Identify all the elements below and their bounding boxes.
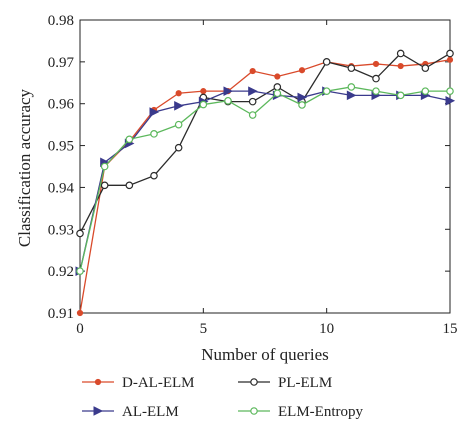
y-tick-label: 0.91 [48,306,74,322]
series-layer [75,49,456,317]
legend-item-pl-elm: PL-ELM [238,375,332,391]
data-point-al-elm [223,86,234,96]
legend-item-elm-entropy: ELM-Entropy [238,404,363,420]
data-point-pl-elm [150,171,158,180]
data-point-d-al-elm [249,67,256,75]
y-tick-label: 0.97 [48,55,75,71]
legend-item-d-al-elm: D-AL-ELM [82,375,194,391]
data-point-al-elm [346,90,357,101]
legend-item-al-elm: AL-ELM [82,404,179,420]
data-point-elm-entropy [76,267,84,275]
data-point-al-elm [445,95,456,106]
plot-frame [79,19,451,314]
data-point-pl-elm [347,64,356,72]
data-point-d-al-elm [274,73,281,80]
y-tick-label: 0.93 [48,222,74,238]
data-point-elm-entropy [150,130,158,138]
data-point-elm-entropy [372,87,380,95]
data-point-pl-elm [421,64,430,72]
data-point-pl-elm [125,181,134,190]
data-point-d-al-elm [175,90,182,97]
data-point-d-al-elm [298,67,306,74]
data-point-elm-entropy [322,87,331,95]
data-point-pl-elm [76,229,84,238]
data-point-d-al-elm [446,56,454,63]
data-point-elm-entropy [273,89,282,98]
x-tick-label: 10 [319,321,334,337]
data-point-pl-elm [273,83,282,91]
y-tick-label: 0.98 [48,13,74,29]
data-point-al-elm [248,86,258,96]
data-point-elm-entropy [199,100,208,109]
data-point-pl-elm [396,49,405,58]
data-point-al-elm [149,107,160,117]
series-line-elm-entropy [79,86,450,272]
x-axis-label: Number of queries [201,345,328,364]
data-point-elm-entropy [298,101,306,109]
x-tick-label: 15 [443,321,458,337]
data-point-pl-elm [372,74,380,83]
data-point-pl-elm [322,58,331,66]
legend-marker [94,378,102,386]
data-point-al-elm [297,92,308,103]
plot-area-frame [79,19,451,314]
data-point-elm-entropy [446,87,454,95]
data-point-pl-elm [100,181,109,190]
series-elm-entropy [76,83,454,275]
y-axis-label: Classification accuracy [15,88,34,247]
y-tick-label: 0.95 [48,139,74,155]
data-point-elm-entropy [174,120,183,129]
y-axis-ticks: 0.91 0.92 0.93 0.94 0.95 0.96 0.97 0.98 [48,13,450,322]
data-point-pl-elm [174,143,183,152]
series-line-d-al-elm [79,59,451,314]
data-point-elm-entropy [224,96,232,105]
data-point-elm-entropy [347,83,356,91]
y-tick-label: 0.94 [48,180,75,196]
data-point-al-elm [174,100,184,111]
data-point-elm-entropy [100,162,109,171]
series-line-pl-elm [79,52,451,234]
series-al-elm [75,86,456,276]
legend-label: ELM-Entropy [278,404,363,420]
legend-marker [250,378,258,386]
series-line-al-elm [79,90,451,272]
legend-label: D-AL-ELM [122,375,194,391]
x-tick-label: 0 [76,321,84,337]
x-axis-ticks: 0 5 10 15 [76,20,458,337]
data-point-elm-entropy [125,135,134,144]
data-point-d-al-elm [200,88,207,95]
y-tick-label: 0.92 [48,264,74,280]
data-point-pl-elm [248,97,257,106]
legend-label: PL-ELM [278,375,332,391]
data-point-pl-elm [446,49,454,58]
legend: D-AL-ELM PL-ELM AL-ELM ELM-Entropy [82,375,363,420]
data-point-d-al-elm [372,60,380,68]
data-point-d-al-elm [76,309,84,317]
data-point-d-al-elm [397,62,404,70]
legend-marker [250,407,258,415]
data-point-elm-entropy [421,87,430,95]
data-point-elm-entropy [396,91,405,100]
legend-label: AL-ELM [122,404,179,420]
data-point-elm-entropy [248,111,257,119]
legend-marker [93,406,104,416]
y-tick-label: 0.96 [48,97,75,113]
x-tick-label: 5 [200,321,208,337]
